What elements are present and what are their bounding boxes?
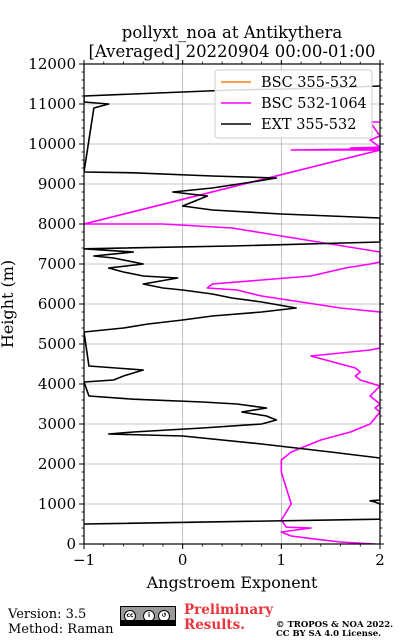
preliminary-line-2: Results.: [184, 617, 245, 633]
y-tick-label: 11000: [28, 95, 76, 113]
badge-bar: [121, 620, 175, 625]
x-tick-label: 1: [277, 551, 287, 569]
y-tick-label: 6000: [38, 295, 76, 313]
x-tick-label: −1: [73, 551, 95, 569]
legend-box: [214, 69, 373, 139]
legend: BSC 355-532 BSC 532-1064 EXT 355-532: [214, 69, 373, 139]
y-tick-label: 4000: [38, 375, 76, 393]
version-text: Version: 3.5: [8, 607, 87, 622]
x-tick-label: 2: [375, 551, 385, 569]
y-tick-label: 0: [66, 535, 76, 553]
series-layer: [84, 85, 380, 544]
y-tick-label: 12000: [28, 55, 76, 73]
license-text: CC BY SA 4.0 License.: [276, 629, 382, 639]
method-text: Method: Raman: [8, 622, 114, 637]
y-axis-label: Height (m): [0, 260, 17, 348]
axis-ticks: −1 0 1 201000200030004000500060007000800090…: [28, 55, 384, 569]
y-tick-label: 8000: [38, 215, 76, 233]
x-tick-label: 0: [178, 551, 188, 569]
legend-label-bsc-355-532: BSC 355-532: [261, 75, 358, 91]
copyright-text: © TROPOS & NOA 2022.: [276, 620, 394, 630]
y-tick-label: 7000: [38, 255, 76, 273]
cc-icon: cc: [124, 610, 136, 622]
x-axis-label: Angstroem Exponent: [146, 573, 318, 592]
y-tick-label: 3000: [38, 415, 76, 433]
series-line-ext-355-532: [84, 85, 380, 525]
y-tick-label: 10000: [28, 135, 76, 153]
series-line-bsc-532-1064: [84, 121, 380, 544]
legend-label-bsc-532-1064: BSC 532-1064: [261, 96, 367, 112]
y-tick-label: 9000: [38, 175, 76, 193]
y-tick-label: 2000: [38, 455, 76, 473]
preliminary-line-1: Preliminary: [184, 602, 274, 618]
sa-icon: ↺: [158, 610, 170, 622]
y-tick-label: 1000: [38, 495, 76, 513]
plot-frame: [83, 63, 381, 545]
legend-label-ext-355-532: EXT 355-532: [261, 117, 356, 133]
y-tick-label: 5000: [38, 335, 76, 353]
chart-subtitle: [Averaged] 20220904 00:00-01:00: [89, 42, 376, 61]
cc-license-badge: cc i ↺: [120, 606, 176, 626]
chart-title: pollyxt_noa at Antikythera: [122, 23, 343, 42]
